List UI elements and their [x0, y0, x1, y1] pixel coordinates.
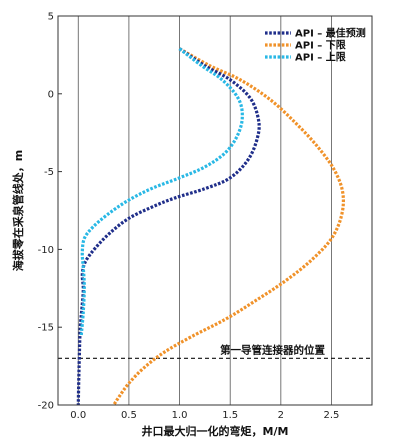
y-tick-label: -20 — [38, 401, 54, 412]
y-tick-label: -15 — [38, 323, 54, 334]
y-tick-label: 5 — [48, 12, 54, 23]
x-tick-label: 0.0 — [70, 410, 86, 421]
y-tick-label: -10 — [38, 245, 54, 256]
x-axis-title: 井口最大归一化的弯矩，M/M — [142, 424, 289, 438]
series-line-2 — [79, 47, 244, 336]
series-layer — [76, 47, 345, 406]
y-tick-label: -5 — [44, 167, 54, 178]
connector-position-label: 第一导管连接器的位置 — [220, 343, 325, 356]
legend-label: API – 最佳预测 — [295, 27, 366, 40]
x-tick-label: 1.5 — [222, 410, 238, 421]
series-line-1 — [112, 47, 345, 406]
x-tick-label: 0.5 — [121, 410, 137, 421]
x-tick-label: 2 — [278, 410, 284, 421]
plot-frame — [57, 15, 373, 406]
x-tick-label: 1.0 — [172, 410, 188, 421]
y-axis-title: 海拔零在采泉管线处，m — [11, 150, 25, 271]
legend-label: API – 上限 — [295, 51, 347, 64]
x-tick-label: 2.5 — [324, 410, 340, 421]
y-tick-label: 0 — [48, 89, 54, 100]
series-line-0 — [76, 47, 261, 406]
x-axis-ticks: 0.0 0.5 1.0 1.5 2 2.5 — [70, 410, 339, 421]
annotation-layer: 第一导管连接器的位置 — [58, 343, 372, 359]
legend-label: API – 下限 — [295, 40, 347, 52]
y-axis-ticks: 5 0 -5 -10 -15 -20 — [38, 12, 62, 412]
